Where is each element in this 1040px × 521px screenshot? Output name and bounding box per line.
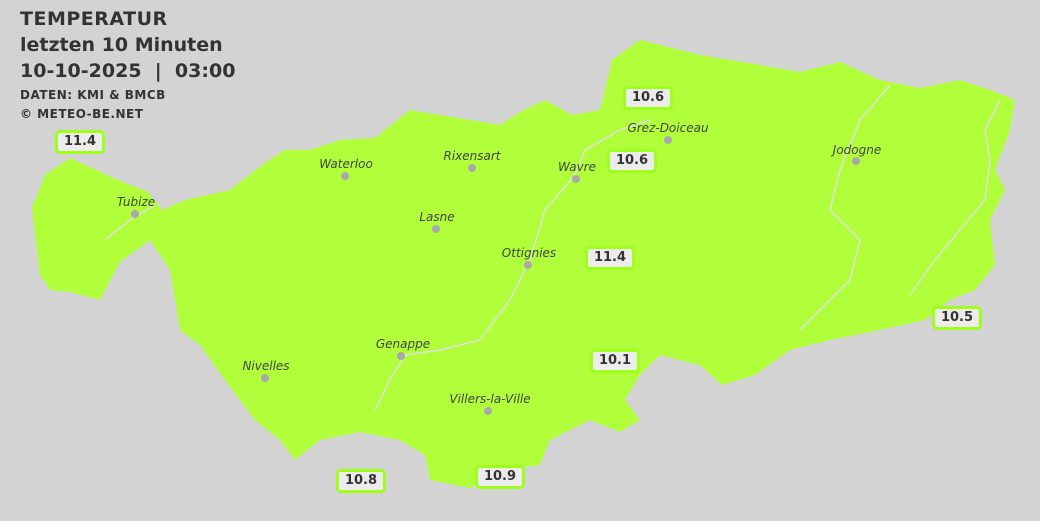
town-label-jodogne: Jodogne bbox=[832, 143, 882, 157]
town-label-tubize: Tubize bbox=[116, 195, 156, 209]
town-marker bbox=[664, 136, 672, 144]
map-title: TEMPERATUR bbox=[20, 8, 168, 30]
town-label-rixensart: Rixensart bbox=[443, 149, 501, 163]
town-marker bbox=[397, 352, 405, 360]
temperature-reading[interactable]: 11.4 bbox=[54, 130, 106, 154]
copyright: © METEO-BE.NET bbox=[20, 107, 144, 121]
town-marker bbox=[432, 225, 440, 233]
town-marker bbox=[852, 157, 860, 165]
town-marker bbox=[131, 210, 139, 218]
town-label-lasne: Lasne bbox=[419, 210, 455, 224]
temperature-reading[interactable]: 10.9 bbox=[474, 465, 526, 489]
river-lines bbox=[104, 84, 1001, 411]
town-marker bbox=[572, 175, 580, 183]
map-subtitle: letzten 10 Minuten bbox=[20, 34, 223, 56]
map-datetime: 10-10-2025 | 03:00 bbox=[20, 60, 236, 82]
town-marker bbox=[468, 164, 476, 172]
town-marker bbox=[524, 261, 532, 269]
walloon-brabant-region bbox=[32, 40, 1015, 488]
temperature-reading[interactable]: 11.4 bbox=[584, 246, 636, 270]
town-marker bbox=[341, 172, 349, 180]
temperature-reading[interactable]: 10.1 bbox=[589, 349, 641, 373]
town-label-genappe: Genappe bbox=[375, 337, 431, 351]
town-label-nivelles: Nivelles bbox=[242, 359, 290, 373]
town-label-villers-la-ville: Villers-la-Ville bbox=[449, 392, 531, 406]
temperature-reading[interactable]: 10.6 bbox=[606, 149, 658, 173]
town-marker bbox=[484, 407, 492, 415]
town-label-grez-doiceau: Grez-Doiceau bbox=[627, 121, 709, 135]
temperature-reading[interactable]: 10.5 bbox=[931, 306, 983, 330]
temperature-reading[interactable]: 10.8 bbox=[335, 469, 387, 493]
town-label-ottignies: Ottignies bbox=[501, 246, 557, 260]
town-label-waterloo: Waterloo bbox=[319, 157, 373, 171]
data-source: DATEN: KMI & BMCB bbox=[20, 88, 166, 102]
temperature-reading[interactable]: 10.6 bbox=[622, 86, 674, 110]
town-marker bbox=[261, 374, 269, 382]
town-label-wavre: Wavre bbox=[558, 160, 596, 174]
